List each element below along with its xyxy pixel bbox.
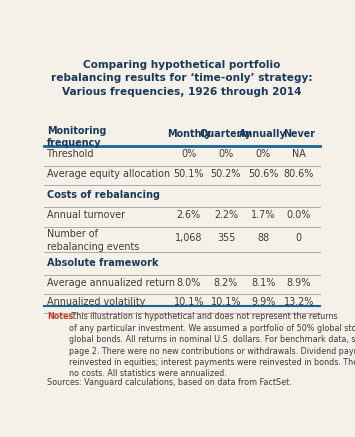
Text: 1,068: 1,068 [175, 233, 203, 243]
Text: 0%: 0% [218, 149, 234, 160]
Text: 1.7%: 1.7% [251, 210, 275, 220]
Text: 0.0%: 0.0% [287, 210, 311, 220]
Text: 0%: 0% [181, 149, 196, 160]
Text: 9.9%: 9.9% [251, 297, 275, 307]
Text: 10.1%: 10.1% [211, 297, 241, 307]
Text: Notes:: Notes: [47, 312, 77, 321]
Text: Average annualized return: Average annualized return [47, 277, 175, 288]
Text: 50.2%: 50.2% [211, 169, 241, 179]
Text: 8.1%: 8.1% [251, 277, 275, 288]
Text: NA: NA [292, 149, 306, 160]
Text: 2.2%: 2.2% [214, 210, 238, 220]
Text: Monitoring
frequency: Monitoring frequency [47, 126, 106, 148]
Text: 8.2%: 8.2% [214, 277, 238, 288]
Text: 50.1%: 50.1% [174, 169, 204, 179]
Text: Quarterly: Quarterly [200, 129, 252, 139]
Text: Monthly: Monthly [167, 129, 211, 139]
Text: Annual turnover: Annual turnover [47, 210, 125, 220]
Text: 355: 355 [217, 233, 235, 243]
Text: Average equity allocation: Average equity allocation [47, 169, 170, 179]
Text: 13.2%: 13.2% [284, 297, 314, 307]
Text: 8.9%: 8.9% [287, 277, 311, 288]
Text: 8.0%: 8.0% [177, 277, 201, 288]
Text: 0%: 0% [256, 149, 271, 160]
Text: 88: 88 [257, 233, 269, 243]
Text: 10.1%: 10.1% [174, 297, 204, 307]
Text: Threshold: Threshold [47, 149, 95, 160]
Text: This illustration is hypothetical and does not represent the returns
of any part: This illustration is hypothetical and do… [69, 312, 355, 378]
Text: 80.6%: 80.6% [284, 169, 314, 179]
Text: Absolute framework: Absolute framework [47, 258, 159, 268]
Text: 2.6%: 2.6% [177, 210, 201, 220]
Text: Costs of rebalancing: Costs of rebalancing [47, 191, 160, 201]
Text: Comparing hypothetical portfolio
rebalancing results for ‘time-only’ strategy:
V: Comparing hypothetical portfolio rebalan… [51, 60, 313, 97]
Text: Annually: Annually [239, 129, 287, 139]
Text: Never: Never [283, 129, 315, 139]
Text: Sources: Vanguard calculations, based on data from FactSet.: Sources: Vanguard calculations, based on… [47, 378, 292, 387]
Text: Number of
rebalancing events: Number of rebalancing events [47, 229, 140, 252]
Text: 0: 0 [296, 233, 302, 243]
Text: Annualized volatility: Annualized volatility [47, 297, 146, 307]
Text: 50.6%: 50.6% [248, 169, 278, 179]
